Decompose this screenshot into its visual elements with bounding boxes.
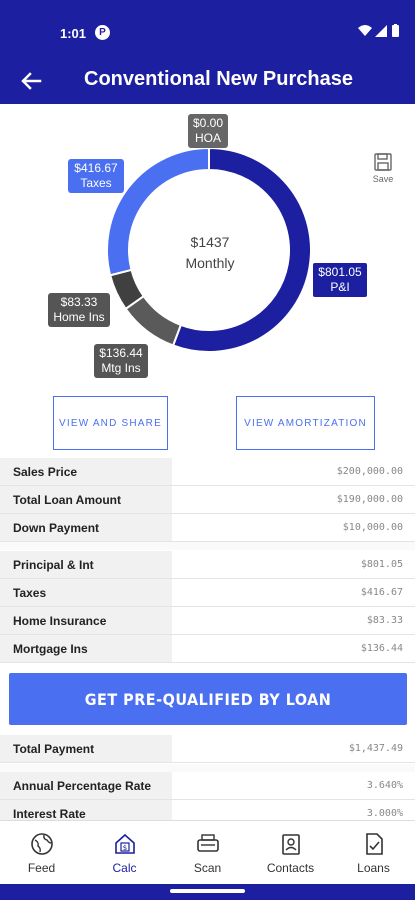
row-value: 3.000% [366,808,403,819]
table-row: Sales Price $200,000.00 [0,458,415,486]
tag-home-insurance: $83.33 Home Ins [48,293,110,327]
row-label: Total Loan Amount [0,486,172,513]
row-label: Annual Percentage Rate [0,772,172,799]
globe-icon [30,833,53,855]
save-button[interactable]: Save [366,152,400,184]
nav-scan-label: Scan [193,861,222,875]
nav-calc-label: Calc [112,861,137,875]
tag-taxes-amount: $416.67 [74,161,118,175]
status-time: 1:01 [60,26,87,41]
row-label: Down Payment [0,514,172,541]
table-row: Down Payment $10,000.00 [0,514,415,542]
rates-table: Annual Percentage Rate 3.640% Interest Rat… [0,772,415,828]
system-icons [357,24,401,43]
row-value: $83.33 [366,615,403,626]
svg-text:$: $ [122,844,126,852]
nav-loans[interactable]: Loans [332,821,415,884]
table-row: Home Insurance $83.33 [0,607,415,635]
page-title: Conventional New Purchase [84,68,353,90]
row-value: $136.44 [360,643,403,654]
donut-slice-p-i[interactable] [171,146,312,353]
view-and-share-button[interactable]: VIEW AND SHARE [53,396,168,450]
table-row: Taxes $416.67 [0,579,415,607]
payment-breakdown-table: Principal & Int $801.05 Taxes $416.67 Home I… [0,551,415,663]
row-label: Principal & Int [0,551,172,578]
bottom-navigation: Feed $ Calc Scan Contacts Loans [0,820,415,884]
status-bar: 1:01 P [0,0,415,62]
nav-feed-label: Feed [27,861,56,875]
nav-calc[interactable]: $ Calc [83,821,166,884]
tag-taxes-label: Taxes [80,176,112,190]
table-row: Principal & Int $801.05 [0,551,415,579]
nav-loans-label: Loans [357,861,390,875]
tag-pi-amount: $801.05 [318,265,362,279]
table-row: Total Payment $1,437.49 [0,735,415,763]
section-divider [0,542,415,550]
total-payment-table: Total Payment $1,437.49 [0,735,415,763]
nav-contacts[interactable]: Contacts [249,821,332,884]
tag-mtg-label: Mtg Ins [101,361,141,375]
loan-summary-table: Sales Price $200,000.00 Total Loan Amount $… [0,458,415,542]
donut-center-label: $1437 Monthly [160,232,260,274]
scanner-icon [196,834,219,852]
monthly-total: $1437 [190,234,230,250]
wifi-signal-battery-icon [358,24,399,37]
row-value: $10,000.00 [342,522,403,533]
system-home-bar [0,884,415,900]
tag-home-label: Home Ins [53,310,105,324]
row-value: 3.640% [366,780,403,791]
nav-contacts-label: Contacts [266,861,315,875]
home-calc-icon: $ [114,833,135,854]
tag-hoa-amount: $0.00 [192,116,224,130]
donut-slice-taxes[interactable] [106,146,210,277]
tag-mortgage-insurance: $136.44 Mtg Ins [94,344,148,378]
row-value: $801.05 [360,559,403,570]
tag-pi-label: P&I [330,280,350,294]
table-row: Annual Percentage Rate 3.640% [0,772,415,800]
document-check-icon [365,833,383,855]
tag-mtg-amount: $136.44 [99,346,143,360]
row-value: $200,000.00 [336,466,403,477]
tag-principal-interest: $801.05 P&I [312,262,368,298]
view-amortization-button[interactable]: VIEW AMORTIZATION [236,396,375,450]
tag-home-amount: $83.33 [60,295,98,309]
section-divider [0,764,415,772]
tag-taxes: $416.67 Taxes [68,159,124,193]
table-row: Total Loan Amount $190,000.00 [0,486,415,514]
nav-scan[interactable]: Scan [166,821,249,884]
donut-chart [106,146,312,353]
tag-hoa-label: HOA [194,131,221,145]
row-value: $1,437.49 [348,743,403,754]
save-label: Save [372,174,394,184]
row-label: Total Payment [0,735,172,762]
home-indicator[interactable] [170,889,245,893]
app-bar: Conventional New Purchase [0,62,415,104]
row-label: Home Insurance [0,607,172,634]
row-label: Taxes [0,579,172,606]
table-row: Mortgage Ins $136.44 [0,635,415,663]
notification-icon: P [95,25,110,40]
floppy-disk-icon [374,153,392,171]
back-arrow-icon[interactable] [16,66,46,96]
row-value: $190,000.00 [336,494,403,505]
monthly-caption: Monthly [185,255,235,271]
tag-hoa: $0.00 HOA [188,114,228,148]
row-value: $416.67 [360,587,403,598]
get-prequalified-button[interactable]: GET PRE-QUALIFIED BY LOAN [9,673,407,725]
row-label: Sales Price [0,458,172,485]
payment-chart-area: $1437 Monthly $0.00 HOA $416.67 Taxes $8… [0,104,415,454]
nav-feed[interactable]: Feed [0,821,83,884]
row-label: Mortgage Ins [0,635,172,662]
contacts-icon [281,834,300,855]
